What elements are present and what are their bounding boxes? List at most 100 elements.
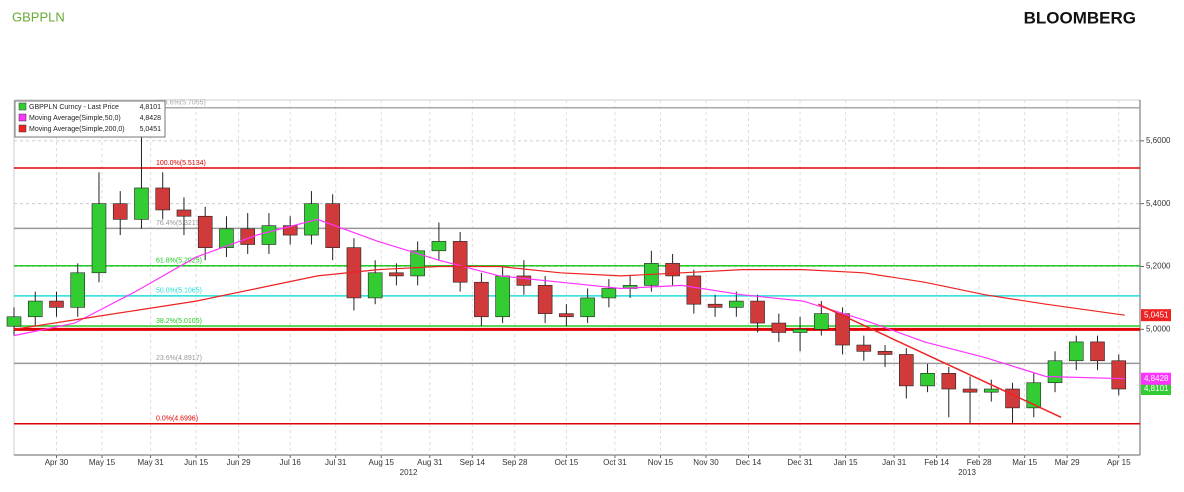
x-tick-label: Jul 16 xyxy=(280,458,302,467)
x-tick-label: Feb 14 xyxy=(924,458,949,467)
legend-box xyxy=(14,100,166,138)
candle-body xyxy=(197,215,213,248)
level-label: 23.6%(4.8917) xyxy=(156,355,202,362)
x-tick-label: Dec 31 xyxy=(787,458,813,467)
last-value-label: 4,8428 xyxy=(1144,374,1169,383)
x-tick-label: Jul 31 xyxy=(325,458,347,467)
candle-body xyxy=(1111,360,1127,390)
x-tick-label: May 15 xyxy=(89,458,116,467)
legend-label: GBPPLN Curncy - Last Price xyxy=(29,104,119,111)
x-tick-label: Jun 29 xyxy=(227,458,252,467)
legend-label: Moving Average(Simple,200,0) xyxy=(29,126,125,133)
legend-value: 5,0451 xyxy=(140,126,162,133)
y-tick-label: 5,4000 xyxy=(1146,199,1171,208)
candle-body xyxy=(155,187,170,211)
candle-body xyxy=(686,275,702,305)
candle-body xyxy=(495,275,510,318)
trendline xyxy=(817,303,1062,418)
y-tick-label: 5,0000 xyxy=(1146,324,1171,333)
y-tick-label: 5,2000 xyxy=(1146,262,1171,271)
candle-body xyxy=(962,388,978,393)
candle-body xyxy=(941,373,957,390)
level-label: 50.0%(5.1065) xyxy=(156,288,202,295)
candle-body xyxy=(559,313,574,318)
x-tick-label: Feb 28 xyxy=(967,458,992,467)
candle-body xyxy=(1026,382,1042,409)
candle-body xyxy=(792,329,808,333)
x-tick-label: Mar 29 xyxy=(1055,458,1080,467)
candle-body xyxy=(325,203,340,248)
candle-body xyxy=(1090,341,1105,362)
level-label: 123.6%(5.7055) xyxy=(156,100,206,107)
legend-label: Moving Average(Simple,50,0) xyxy=(29,115,121,122)
x-tick-label: Aug 31 xyxy=(417,458,443,467)
candle-body xyxy=(877,351,893,355)
source-logo: BLOOMBERG xyxy=(1024,8,1136,27)
year-label: 2012 xyxy=(400,468,418,477)
candle-body xyxy=(1068,341,1084,362)
candle-body xyxy=(516,275,532,286)
candle-body xyxy=(27,300,43,318)
legend: GBPPLN Curncy - Last Price 4,8101 Moving A… xyxy=(14,100,166,138)
x-tick-label: Nov 30 xyxy=(693,458,719,467)
candle-body xyxy=(814,313,829,330)
candle-body xyxy=(729,300,744,308)
last-value-tag xyxy=(1141,382,1171,395)
x-tick-label: Nov 15 xyxy=(648,458,674,467)
moving-average xyxy=(13,218,1125,380)
candle-body xyxy=(707,303,723,308)
x-tick-label: Jan 15 xyxy=(834,458,859,467)
candle-body xyxy=(49,300,64,308)
level-label: 61.8%(5.2025) xyxy=(156,258,202,265)
legend-value: 4,8428 xyxy=(140,115,162,122)
candle-body xyxy=(91,203,107,274)
y-tick-label: 5,6000 xyxy=(1146,136,1171,145)
candle-body xyxy=(261,225,277,245)
candle-body xyxy=(452,241,468,283)
legend-swatch xyxy=(18,102,27,111)
level-label: 100.0%(5.5134) xyxy=(156,160,206,167)
candle-body xyxy=(601,288,617,299)
candle-body xyxy=(282,225,298,236)
chart-title: GBPPLN xyxy=(12,9,65,24)
candle-body xyxy=(984,388,999,393)
x-tick-label: Oct 31 xyxy=(603,458,627,467)
candle-body xyxy=(899,354,914,387)
moving-average xyxy=(13,265,1125,330)
legend-swatch xyxy=(18,124,27,133)
legend-value: 4,8101 xyxy=(140,104,162,111)
candle-body xyxy=(537,285,553,314)
x-tick-label: Apr 30 xyxy=(45,458,69,467)
candle-body xyxy=(580,297,595,318)
candle-body xyxy=(112,203,128,220)
plot-area xyxy=(13,99,1141,456)
x-tick-label: Oct 15 xyxy=(555,458,579,467)
x-tick-label: Dec 14 xyxy=(736,458,762,467)
legend-swatch xyxy=(18,113,27,122)
last-value-label: 4,8101 xyxy=(1144,384,1169,393)
x-tick-label: Jan 31 xyxy=(882,458,907,467)
level-label: 38.2%(5.0105) xyxy=(156,318,202,325)
candle-body xyxy=(771,322,787,333)
candle-body xyxy=(474,281,489,318)
last-value-label: 5,0451 xyxy=(1144,310,1169,319)
last-value-tag xyxy=(1141,372,1171,385)
candle-body xyxy=(920,373,935,387)
candle-body xyxy=(410,250,425,277)
candle-body xyxy=(219,228,234,248)
x-tick-label: Apr 15 xyxy=(1107,458,1131,467)
candle-body xyxy=(856,344,872,352)
x-tick-label: Mar 15 xyxy=(1012,458,1037,467)
level-label: 76.4%(5.3213) xyxy=(156,220,202,227)
candle-body xyxy=(389,272,404,277)
x-tick-label: Jun 15 xyxy=(184,458,209,467)
candle-body xyxy=(750,300,765,324)
candle-body xyxy=(240,228,255,245)
x-tick-label: May 31 xyxy=(137,458,164,467)
candle-body xyxy=(1047,360,1063,384)
candle-body xyxy=(431,241,447,252)
candle-body xyxy=(367,272,383,299)
candle-body xyxy=(70,272,86,308)
candle-body xyxy=(176,209,192,217)
